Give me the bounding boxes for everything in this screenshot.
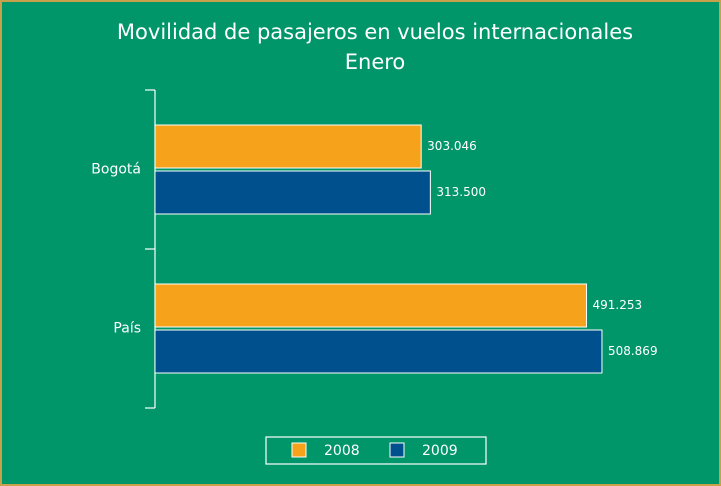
data-label: 313.500 (436, 185, 486, 199)
data-label: 508.869 (608, 344, 658, 358)
chart-subtitle: Enero (345, 50, 406, 74)
data-label: 303.046 (427, 139, 477, 153)
legend-swatch (389, 442, 405, 458)
y-tick-label: Bogotá (91, 162, 141, 178)
legend-label: 2008 (324, 443, 360, 459)
bar (154, 170, 431, 215)
bar (154, 329, 603, 374)
data-label: 491.253 (592, 298, 642, 312)
legend-label: 2009 (422, 443, 458, 459)
y-tick-label: País (113, 321, 141, 337)
bar (154, 124, 422, 169)
legend-box (265, 436, 487, 465)
legend-swatch (291, 442, 307, 458)
bar (154, 283, 587, 328)
chart-title: Movilidad de pasajeros en vuelos interna… (117, 20, 633, 44)
